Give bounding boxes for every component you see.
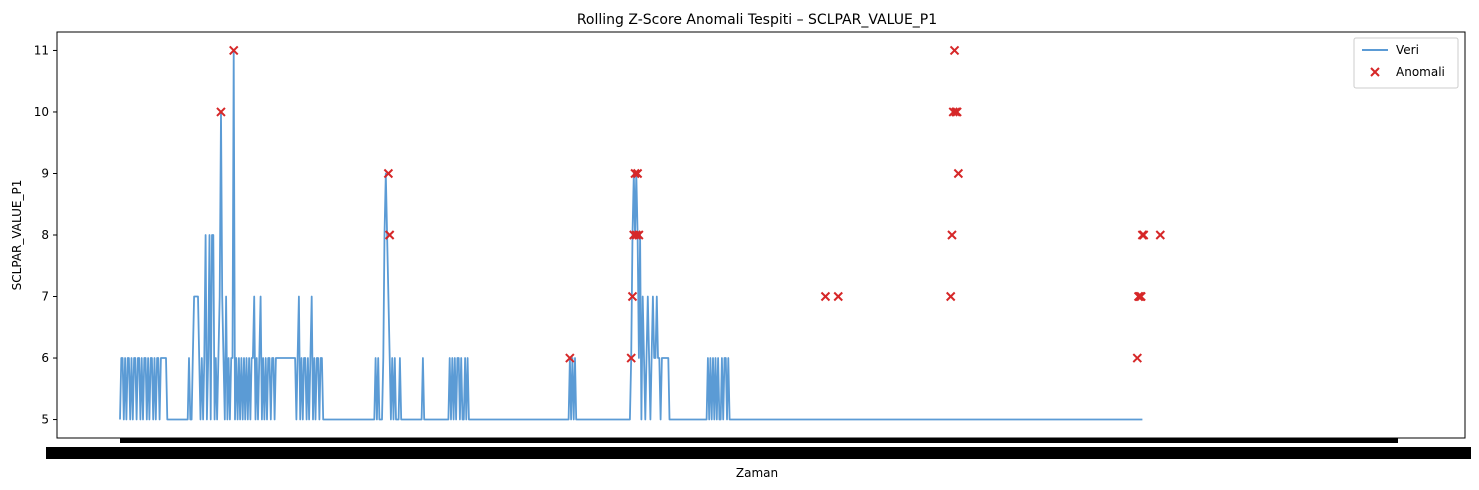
anomaly-point	[383, 168, 394, 179]
series-line-veri	[119, 49, 1143, 421]
anomaly-point	[631, 230, 642, 240]
anomaly-point	[948, 107, 958, 117]
anomaly-point	[1136, 291, 1146, 302]
anomaly-point	[945, 291, 956, 302]
anomaly-point	[820, 291, 831, 302]
anomaly-point	[632, 168, 643, 179]
y-axis: 5 6 7 8 9 10 11	[34, 43, 57, 427]
legend-x-marker	[1370, 67, 1380, 77]
anomaly-point	[216, 107, 226, 117]
anomaly-point	[833, 291, 843, 302]
y-tick-label: 5	[41, 413, 49, 427]
anomaly-point	[634, 230, 644, 240]
x-tick-marks-dense	[120, 438, 1398, 443]
y-tick-label: 9	[41, 166, 49, 180]
anomaly-point	[229, 45, 239, 56]
anomaly-point	[1138, 230, 1149, 240]
anomaly-point	[626, 353, 636, 363]
chart-title: Rolling Z-Score Anomali Tespiti – SCLPAR…	[577, 12, 937, 28]
anomaly-point	[1155, 230, 1165, 240]
legend-label-veri: Veri	[1396, 43, 1419, 57]
anomaly-point	[949, 45, 960, 56]
y-tick-label: 6	[41, 351, 49, 365]
anomaly-point	[947, 230, 957, 240]
y-tick-label: 7	[41, 290, 49, 304]
anomaly-point	[565, 353, 575, 363]
anomaly-point	[952, 107, 962, 117]
y-tick-label: 10	[34, 105, 49, 119]
y-tick-label: 11	[34, 43, 49, 57]
legend-label-anomali: Anomali	[1396, 65, 1445, 79]
plot-content	[119, 45, 1165, 421]
y-tick-label: 8	[41, 228, 49, 242]
x-axis-label: Zaman	[736, 466, 778, 480]
anomaly-point	[953, 168, 964, 179]
x-tick-labels-overlapping	[46, 447, 1471, 459]
anomaly-point	[1132, 353, 1142, 363]
y-axis-label: SCLPAR_VALUE_P1	[10, 180, 24, 291]
anomaly-point	[627, 291, 638, 302]
anomaly-point	[630, 168, 640, 179]
legend: Veri Anomali	[1353, 37, 1459, 89]
x-axis	[46, 438, 1471, 459]
anomaly-point	[384, 230, 395, 240]
